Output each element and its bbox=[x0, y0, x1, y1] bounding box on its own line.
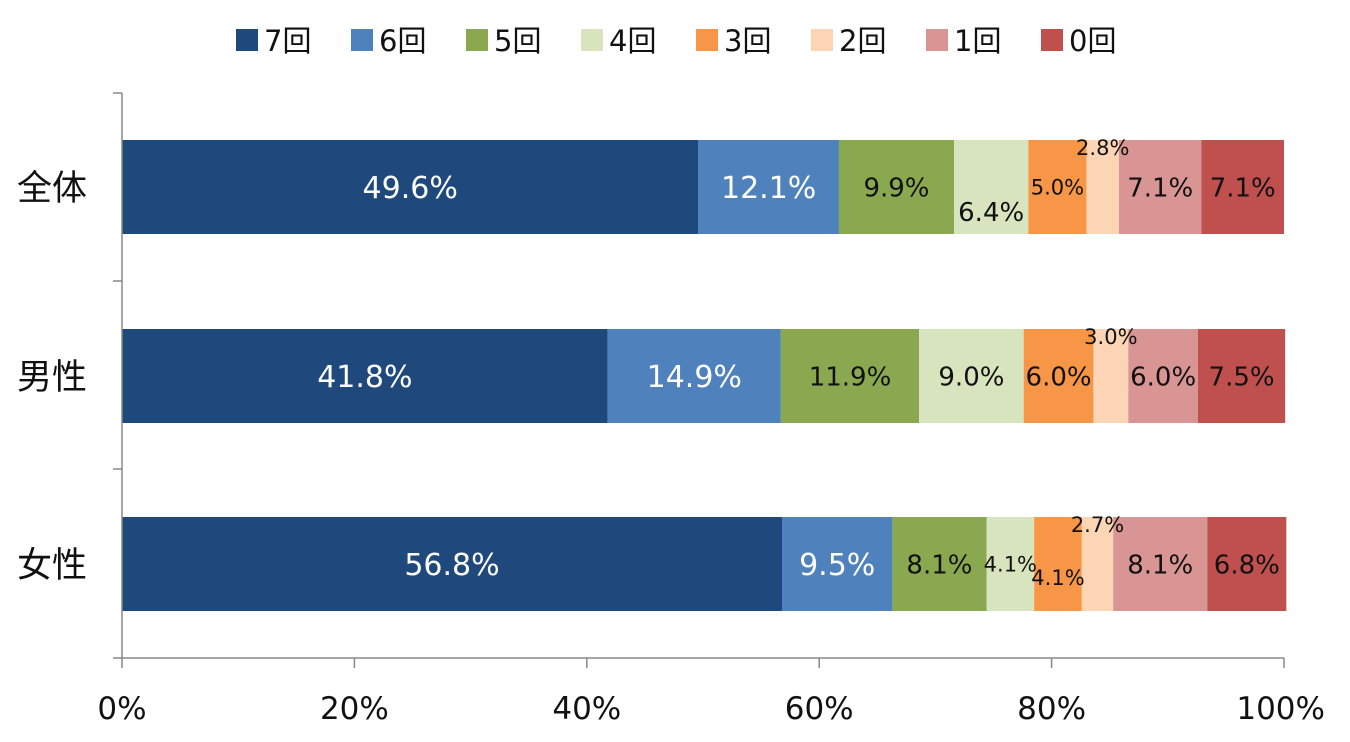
data-label: 8.1% bbox=[1127, 550, 1193, 580]
bar-segment bbox=[1034, 517, 1082, 611]
bar-row: 41.8% 14.9% 11.9% 9.0% 6.0% 3.0% 6.0% 7.5% bbox=[122, 325, 1286, 423]
x-tick-label: 80% bbox=[1017, 691, 1086, 727]
data-label: 9.5% bbox=[799, 548, 875, 583]
data-label: 5.0% bbox=[1031, 176, 1084, 200]
legend-item: 2回 bbox=[811, 24, 886, 58]
legend-swatch bbox=[696, 29, 718, 51]
bar-segment bbox=[1201, 140, 1284, 234]
bar-segment bbox=[1118, 140, 1202, 234]
bar-row: 56.8% 9.5% 8.1% 4.1%4.1%2.7%8.1% 6.8% bbox=[122, 513, 1287, 611]
legend-item: 4回 bbox=[581, 24, 656, 58]
bar-segment bbox=[892, 517, 987, 611]
legend-swatch bbox=[1041, 29, 1063, 51]
legend-swatch bbox=[466, 29, 488, 51]
legend-label: 4回 bbox=[609, 24, 656, 58]
legend-swatch bbox=[236, 29, 258, 51]
data-label: 9.9% bbox=[863, 173, 929, 203]
data-label: 8.1% bbox=[906, 550, 972, 580]
x-tick-label: 100% bbox=[1236, 691, 1325, 727]
bar-segment bbox=[122, 329, 608, 423]
bar-segment bbox=[122, 140, 699, 234]
bar-row: 49.6% 12.1% 9.9% 6.4% 5.0% 2.8% 7.1% 7.1% bbox=[122, 136, 1284, 234]
legend-label: 6回 bbox=[379, 24, 426, 58]
data-label: 4.1% bbox=[984, 553, 1037, 577]
legend-swatch bbox=[581, 29, 603, 51]
legend-label: 5回 bbox=[494, 24, 541, 58]
bar-segment bbox=[1086, 140, 1119, 234]
data-label: 9.0% bbox=[938, 362, 1004, 392]
legend-label: 1回 bbox=[954, 24, 1001, 58]
bar-segment bbox=[1023, 329, 1094, 423]
bar-segment bbox=[1207, 517, 1287, 611]
legend-swatch bbox=[811, 29, 833, 51]
plot-area: 49.6% 12.1% 9.9% 6.4% 5.0% 2.8% 7.1% 7.1% 41.8% 1… bbox=[122, 136, 1287, 611]
bar-segment bbox=[1081, 517, 1114, 611]
legend-item: 7回 bbox=[236, 24, 311, 58]
data-label: 7.1% bbox=[1127, 173, 1193, 203]
data-label: 7.1% bbox=[1210, 173, 1276, 203]
bar-segment bbox=[838, 140, 954, 234]
x-tick-label: 20% bbox=[320, 691, 389, 727]
bar-segment bbox=[122, 517, 783, 611]
legend-item: 0回 bbox=[1041, 24, 1116, 58]
legend-label: 3回 bbox=[724, 24, 771, 58]
bar-segment bbox=[1198, 329, 1286, 423]
legend-label: 7回 bbox=[264, 24, 311, 58]
legend-item: 1回 bbox=[926, 24, 1001, 58]
bar-segment bbox=[1113, 517, 1208, 611]
data-label: 49.6% bbox=[363, 171, 458, 206]
data-label: 11.9% bbox=[809, 362, 892, 392]
data-label: 12.1% bbox=[721, 171, 816, 206]
data-label: 6.8% bbox=[1214, 550, 1280, 580]
bar-segment bbox=[919, 329, 1024, 423]
legend-label: 2回 bbox=[839, 24, 886, 58]
data-label: 2.8% bbox=[1076, 136, 1129, 160]
legend-item: 5回 bbox=[466, 24, 541, 58]
legend-label: 0回 bbox=[1069, 24, 1116, 58]
data-label: 41.8% bbox=[317, 360, 412, 395]
legend: 7回 6回 5回 4回 3回 2回 1回 0回 bbox=[236, 24, 1116, 58]
bar-segment bbox=[986, 517, 1035, 611]
bar-segment bbox=[607, 329, 781, 423]
legend-item: 3回 bbox=[696, 24, 771, 58]
data-label: 2.7% bbox=[1071, 513, 1124, 537]
bar-segment bbox=[1028, 140, 1087, 234]
category-label: 男性 bbox=[17, 358, 87, 398]
x-tick-label: 40% bbox=[552, 691, 621, 727]
data-label: 6.0% bbox=[1026, 362, 1092, 392]
bar-segment bbox=[1093, 329, 1129, 423]
legend-item: 6回 bbox=[351, 24, 426, 58]
category-label: 女性 bbox=[17, 546, 87, 586]
data-label: 14.9% bbox=[647, 360, 742, 395]
bar-segment bbox=[780, 329, 920, 423]
bar-segment bbox=[698, 140, 839, 234]
x-tick-label: 60% bbox=[785, 691, 854, 727]
data-label: 6.4% bbox=[958, 198, 1024, 228]
data-label: 56.8% bbox=[404, 548, 499, 583]
legend-swatch bbox=[926, 29, 948, 51]
bar-segment bbox=[1128, 329, 1199, 423]
bar-segment bbox=[782, 517, 893, 611]
category-label: 全体 bbox=[17, 169, 87, 209]
data-label: 7.5% bbox=[1209, 362, 1275, 392]
data-label: 6.0% bbox=[1130, 362, 1196, 392]
bar-segment bbox=[953, 140, 1029, 234]
data-label: 4.1% bbox=[1031, 566, 1084, 590]
data-label: 3.0% bbox=[1084, 325, 1137, 349]
legend-swatch bbox=[351, 29, 373, 51]
x-tick-label: 0% bbox=[97, 691, 146, 727]
